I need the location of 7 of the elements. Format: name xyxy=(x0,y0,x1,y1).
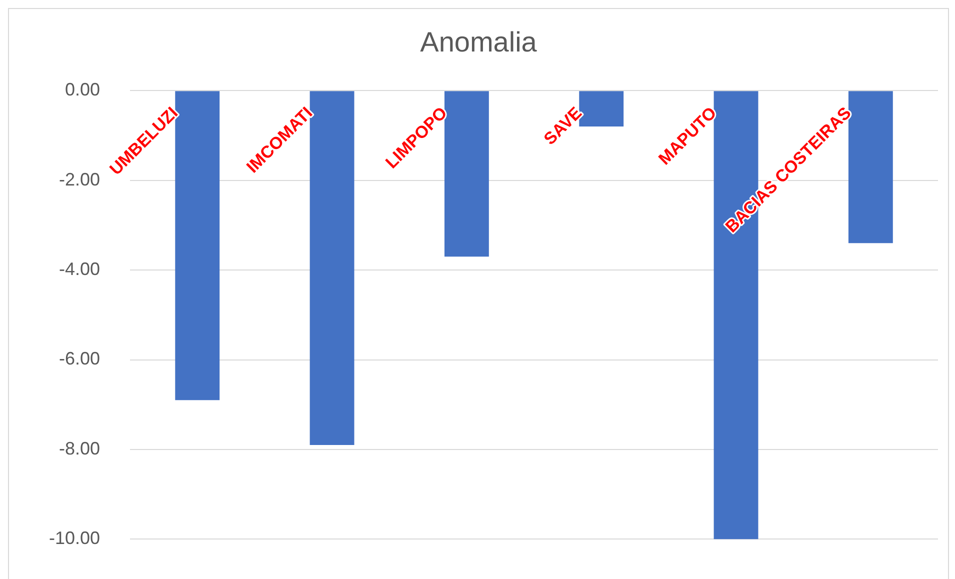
y-tick-label: -8.00 xyxy=(59,438,100,458)
chart-title: Anomalia xyxy=(420,26,538,58)
y-tick-label: -6.00 xyxy=(59,348,100,369)
y-tick-label: 0.00 xyxy=(64,80,100,100)
y-tick-label: -2.00 xyxy=(59,169,100,190)
y-tick-label: -4.00 xyxy=(59,259,100,280)
y-tick-label: -10.00 xyxy=(48,528,100,548)
